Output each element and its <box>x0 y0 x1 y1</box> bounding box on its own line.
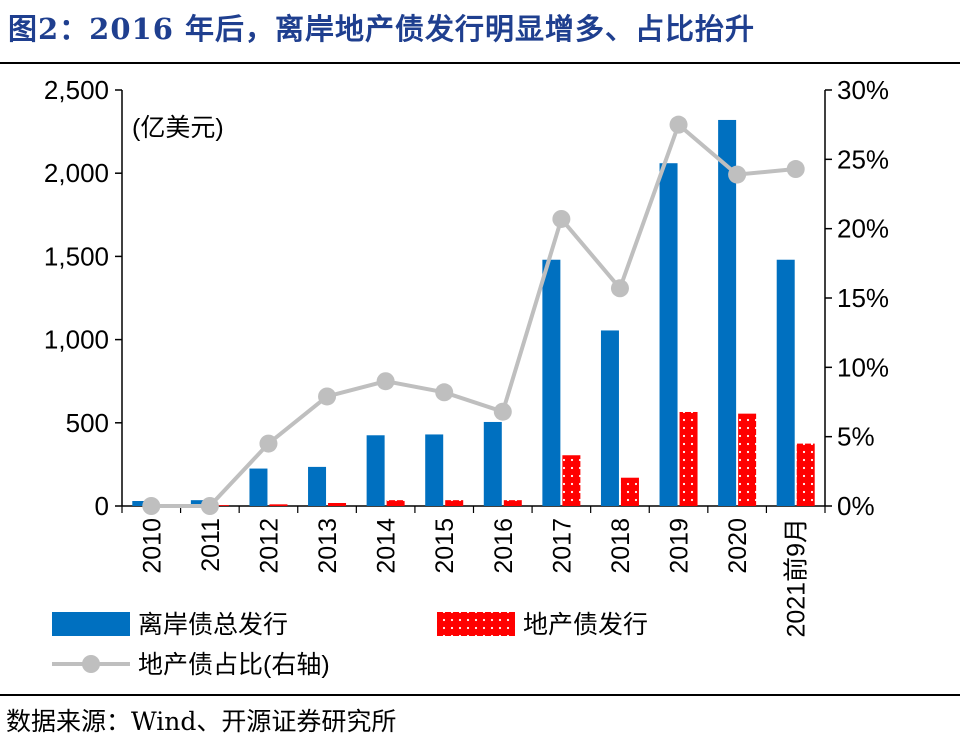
right-tick-label: 15% <box>837 283 889 313</box>
bar-property-issuance <box>210 505 229 506</box>
legend-swatch-property <box>437 612 515 636</box>
unit-label: (亿美元) <box>132 114 224 142</box>
right-tick-label: 25% <box>837 144 889 174</box>
top-rule <box>0 62 960 64</box>
left-tick-label: 500 <box>66 408 109 438</box>
left-tick-label: 2,500 <box>44 75 109 105</box>
share-line-point <box>493 402 512 421</box>
bar-property-issuance <box>503 500 522 506</box>
bar-property-issuance <box>679 411 698 506</box>
bar-property-issuance <box>738 413 757 506</box>
share-line-point <box>200 497 219 515</box>
bar-total-issuance <box>776 259 795 506</box>
left-tick-label: 1,000 <box>44 325 109 355</box>
x-tick-label: 2018 <box>607 518 635 574</box>
bar-total-issuance <box>190 500 209 506</box>
source-note: 数据来源：Wind、开源证券研究所 <box>6 707 397 736</box>
bar-property-issuance <box>796 443 815 506</box>
bars <box>132 119 815 506</box>
x-tick-label: 2020 <box>724 518 752 574</box>
bar-total-issuance <box>132 501 151 506</box>
x-tick-label: 2011 <box>197 518 225 572</box>
share-line-point <box>610 279 629 298</box>
bar-property-issuance <box>562 455 581 506</box>
share-line-point <box>259 434 278 453</box>
bar-property-issuance <box>445 500 464 506</box>
share-line-point <box>669 115 688 134</box>
bar-total-issuance <box>483 421 502 506</box>
legend-swatch-line-marker <box>82 655 100 673</box>
share-line-point <box>435 383 454 402</box>
x-tick-label: 2017 <box>548 518 576 574</box>
legend-swatch-total <box>52 612 130 636</box>
share-line-point <box>786 160 805 179</box>
bar-total-issuance <box>542 259 561 506</box>
legend-label-share: 地产债占比(右轴) <box>138 651 330 679</box>
x-tick-label: 2010 <box>138 518 166 574</box>
bar-total-issuance <box>718 119 737 506</box>
bar-property-issuance <box>620 477 639 506</box>
right-tick-label: 5% <box>837 422 875 452</box>
right-tick-label: 30% <box>837 75 889 105</box>
left-tick-label: 0 <box>95 491 109 521</box>
share-line-point <box>728 165 747 184</box>
share-line <box>142 115 805 515</box>
chart-title: 图2：2016 年后，离岸地产债发行明显增多、占比抬升 <box>8 12 755 46</box>
share-line-point <box>142 497 161 515</box>
bar-total-issuance <box>659 163 678 506</box>
share-line-path <box>151 121 796 508</box>
bar-property-issuance <box>328 503 347 506</box>
legend-label-property: 地产债发行 <box>523 611 648 639</box>
bar-total-issuance <box>366 435 385 506</box>
x-tick-label: 2016 <box>490 518 518 574</box>
bar-total-issuance <box>600 330 619 506</box>
bar-property-issuance <box>386 500 405 506</box>
left-tick-label: 1,500 <box>44 241 109 271</box>
x-tick-label: 2013 <box>314 518 342 574</box>
chart: 0 500 1,000 1,500 2,000 2,500 0% 5% 10% 15% 20% 25%… <box>44 75 889 679</box>
bar-total-issuance <box>249 468 268 506</box>
share-line-point <box>552 209 571 228</box>
x-tick-label: 2019 <box>666 518 694 574</box>
legend-label-total: 离岸债总发行 <box>138 611 288 639</box>
bottom-rule <box>0 694 960 696</box>
x-tick-label: 2012 <box>255 518 283 574</box>
right-tick-label: 20% <box>837 214 889 244</box>
share-line-point <box>376 372 395 391</box>
bar-property-issuance <box>269 504 288 506</box>
right-tick-label: 0% <box>837 491 875 521</box>
share-line-point <box>318 387 337 406</box>
left-tick-label: 2,000 <box>44 158 109 188</box>
axes: 0 500 1,000 1,500 2,000 2,500 0% 5% 10% 15% 20% 25%… <box>44 75 889 521</box>
x-tick-label: 2015 <box>431 518 459 574</box>
right-tick-label: 10% <box>837 352 889 382</box>
x-tick-label: 2014 <box>373 518 401 574</box>
x-tick-label: 2021前9月 <box>783 518 811 638</box>
bar-total-issuance <box>308 466 327 506</box>
bar-total-issuance <box>425 434 444 506</box>
x-tick-labels: 2010 2011 2012 2013 2014 2015 2016 2017 2018 2019… <box>138 518 810 638</box>
